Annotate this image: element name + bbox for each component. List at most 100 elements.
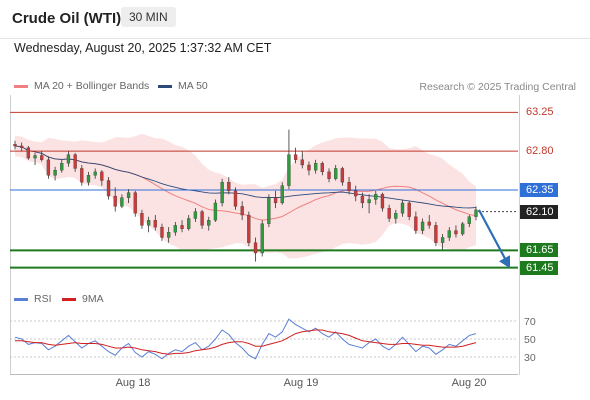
- candle-body: [300, 159, 304, 166]
- candle-body: [207, 220, 211, 226]
- rsi-line: [14, 318, 477, 360]
- candle-body: [33, 155, 37, 159]
- chart-datetime: Wednesday, August 20, 2025 1:37:32 AM CE…: [14, 41, 272, 55]
- candle-body: [53, 169, 57, 176]
- candle-body: [26, 147, 31, 159]
- candle-body: [414, 216, 418, 231]
- candle-body: [80, 168, 84, 183]
- x-label-aug19: Aug 19: [283, 377, 319, 389]
- candle-body: [46, 159, 51, 176]
- candle-body: [173, 225, 177, 233]
- legend-rsi-label: RSI: [34, 293, 52, 305]
- candle-body: [360, 195, 365, 204]
- research-credit: Research © 2025 Trading Central: [419, 81, 576, 93]
- candle-body: [440, 237, 445, 243]
- ma50-line: [14, 145, 477, 209]
- candle-body: [233, 190, 238, 207]
- candle-body: [347, 182, 351, 192]
- rsi-level-30: 30: [524, 352, 536, 364]
- candle-body: [394, 213, 398, 219]
- instrument-title: Crude Oil (WTI): [12, 10, 122, 27]
- candle-body: [400, 202, 405, 214]
- candle-body: [380, 194, 385, 209]
- rsi-level-50: 50: [524, 334, 536, 346]
- candle-body: [240, 206, 244, 216]
- legend-bollinger: MA 20 + Bollinger Bands: [14, 80, 149, 92]
- level-label-61-65: 61.65: [520, 243, 558, 258]
- rsi-swatch-icon: [14, 297, 28, 301]
- legend-bollinger-label: MA 20 + Bollinger Bands: [34, 80, 150, 92]
- candle-body: [106, 180, 111, 197]
- candle-body: [407, 202, 411, 217]
- x-axis: [10, 374, 518, 375]
- candle-body: [460, 223, 465, 235]
- candle-body: [153, 220, 157, 228]
- candle-body: [160, 226, 164, 238]
- candle-body: [60, 163, 64, 171]
- candle-body: [220, 182, 224, 204]
- rsi-level-70: 70: [524, 316, 536, 328]
- candle-body: [100, 171, 104, 181]
- x-label-aug18: Aug 18: [115, 377, 151, 389]
- candle-body: [287, 154, 291, 186]
- candle-body: [73, 154, 77, 169]
- candle-body: [146, 220, 151, 226]
- level-label-62-35: 62.35: [520, 183, 558, 197]
- candle-body: [140, 213, 144, 226]
- forecast-arrow-line: [478, 209, 509, 265]
- candle-body: [260, 223, 264, 254]
- candle-body: [267, 197, 271, 224]
- candle-body: [227, 182, 231, 192]
- level-label-62-80: 62.80: [526, 145, 554, 158]
- candle-body: [253, 242, 258, 254]
- candle-body: [93, 171, 97, 176]
- candle-body: [20, 145, 24, 148]
- chart-frame: [10, 95, 520, 375]
- bollinger-band: [15, 133, 476, 259]
- candle-body: [354, 190, 358, 197]
- candle-body: [120, 197, 124, 207]
- rsi-ma-swatch-icon: [62, 297, 76, 301]
- candle-body: [320, 163, 324, 173]
- candle-body: [133, 192, 137, 214]
- candle-body: [334, 168, 338, 179]
- legend-rsi: RSI: [14, 293, 52, 305]
- candle-body: [427, 221, 431, 226]
- legend-rsi-ma-label: 9MA: [82, 293, 104, 305]
- chart-header: Crude Oil (WTI) 30 MIN: [0, 0, 590, 39]
- timeframe-badge[interactable]: 30 MIN: [121, 7, 176, 27]
- candle-body: [280, 185, 284, 204]
- level-label-63-25: 63.25: [526, 106, 554, 119]
- candle-body: [454, 230, 458, 235]
- candle-body: [200, 211, 204, 226]
- legend-ma50-label: MA 50: [178, 80, 208, 92]
- candle-body: [293, 154, 298, 160]
- candle-body: [367, 199, 371, 204]
- candle-body: [327, 171, 331, 179]
- candle-body: [40, 155, 44, 160]
- candle-body: [314, 163, 318, 171]
- legend-ma50: MA 50: [158, 80, 208, 92]
- candle-body: [374, 194, 378, 200]
- level-label-62-10: 62.10: [520, 204, 558, 219]
- candle-body: [434, 225, 438, 243]
- candle-body: [247, 214, 251, 243]
- candle-body: [180, 225, 184, 229]
- candle-body: [447, 230, 451, 238]
- candle-body: [474, 209, 478, 217]
- candle-body: [167, 232, 171, 238]
- candle-body: [13, 144, 17, 147]
- candle-body: [340, 168, 345, 183]
- ma50-swatch-icon: [158, 84, 172, 88]
- candle-body: [66, 154, 71, 164]
- candle-body: [213, 202, 218, 221]
- candle-body: [187, 218, 191, 229]
- candle-body: [126, 192, 131, 198]
- candle-body: [86, 175, 91, 183]
- candle-body: [273, 197, 278, 204]
- forecast-arrow-icon: [499, 255, 510, 269]
- candle-body: [193, 211, 198, 219]
- level-label-61-45: 61.45: [520, 260, 558, 275]
- bollinger-swatch-icon: [14, 84, 28, 88]
- candle-body: [420, 221, 425, 231]
